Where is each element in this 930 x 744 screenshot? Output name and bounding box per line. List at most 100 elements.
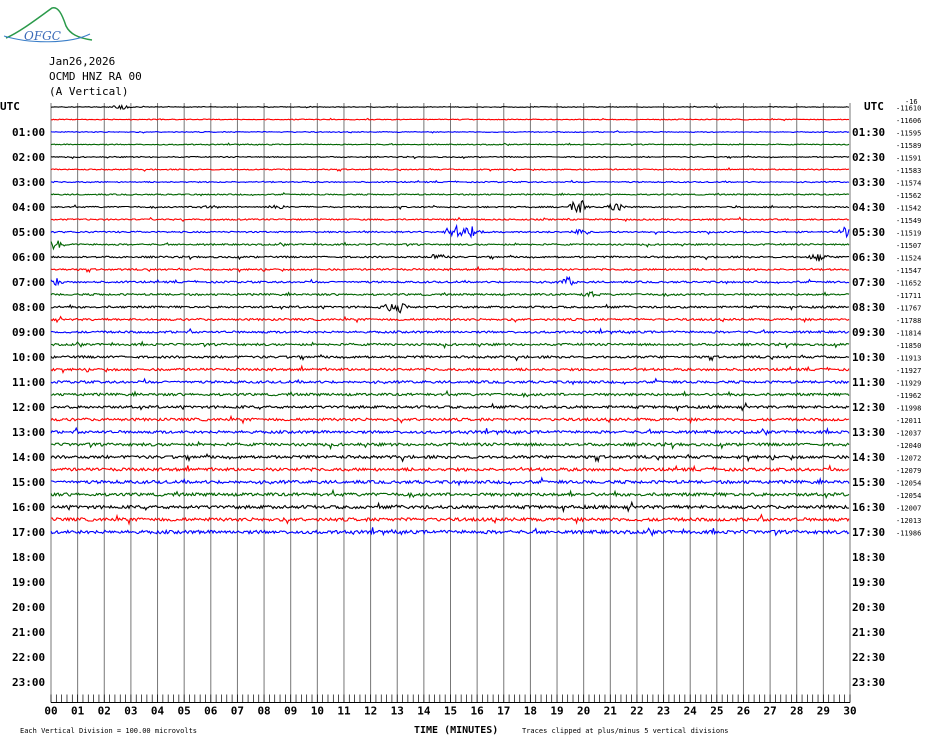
right-time-label: 13:30 [852,426,885,439]
x-tick-label: 19 [550,705,563,718]
left-time-label: 09:00 [12,326,45,339]
left-time-label: 04:00 [12,201,45,214]
trace-offset-label: -12072 [896,455,921,463]
trace-offset-label: -11610 [896,105,921,113]
right-time-label: 10:30 [852,351,885,364]
left-time-label: 16:00 [12,501,45,514]
right-time-label: 07:30 [852,276,885,289]
right-time-label: 11:30 [852,376,885,389]
logo-mountain-icon [5,6,93,41]
left-time-labels: 01:00 02:00 03:00 04:00 05:00 06:00 07:00 08:00… [12,126,45,689]
x-tick-label: 16 [471,705,485,718]
left-time-label: 05:00 [12,226,45,239]
trace-offset-label: -12007 [896,505,921,513]
trace-offset-label: -12013 [896,517,921,525]
left-time-label: 02:00 [12,151,45,164]
trace-offset-label: -11574 [896,180,921,188]
right-time-label: 01:30 [852,126,885,139]
x-tick-label: 02 [98,705,111,718]
trace-group [50,103,850,538]
seismic-trace [50,303,850,314]
seismic-trace [50,166,850,172]
seismic-trace [50,265,850,274]
left-time-label: 10:00 [12,351,45,364]
seismic-trace [51,179,850,184]
trace-offset-label: -11767 [896,305,921,313]
x-tick-label: 03 [124,705,137,718]
x-tick-label: 23 [657,705,670,718]
trace-offset-label: -11547 [896,267,921,275]
seismic-trace [50,440,850,451]
left-time-label: 13:00 [12,426,45,439]
trace-offset-label: -11962 [896,392,921,400]
trace-offset-label: -12054 [896,480,921,488]
x-tick-label: 12 [364,705,377,718]
x-tick-label: 05 [178,705,191,718]
x-tick-label: 09 [284,705,297,718]
seismic-trace [50,275,850,287]
left-time-label: 17:00 [12,526,45,539]
right-time-label: 05:30 [852,226,885,239]
seismic-trace [50,155,850,160]
left-time-label: 22:00 [12,651,45,664]
right-time-label: 02:30 [852,151,885,164]
seismic-trace [50,117,850,122]
offset-labels: -11610 -11606 -11595 -11589 -11591 -11583 -115… [896,105,921,538]
left-time-label: 23:00 [12,676,45,689]
x-tick-label: 26 [737,705,751,718]
right-time-label: 15:30 [852,476,885,489]
trace-offset-label: -11589 [896,142,921,150]
seismic-trace [50,426,850,437]
trace-offset-label: -11814 [896,330,921,338]
seismic-trace [50,364,850,374]
x-axis: 00 01 02 03 04 05 06 07 08 09 10 11 12 13 14 15 16 17 18 19… [44,694,857,718]
x-tick-label: 29 [817,705,830,718]
x-tick-label: 28 [790,705,803,718]
right-time-label: 03:30 [852,176,885,189]
right-time-labels: 01:30 02:30 03:30 04:30 05:30 06:30 07:30 08:30… [852,126,885,689]
seismic-trace [50,192,850,197]
trace-offset-label: -11507 [896,242,921,250]
left-time-label: 06:00 [12,251,45,264]
trace-offset-label: -12011 [896,417,921,425]
trace-offset-label: -12054 [896,492,921,500]
right-time-label: 22:30 [852,651,885,664]
left-time-label: 15:00 [12,476,45,489]
seismic-trace [50,377,850,386]
seismic-trace [50,513,850,526]
left-time-label: 11:00 [12,376,45,389]
trace-offset-label: -11929 [896,380,921,388]
x-tick-label: 14 [417,705,431,718]
seismic-trace [50,500,850,514]
seismic-trace [50,527,850,538]
seismic-trace [50,199,850,214]
plot-grid [50,103,851,703]
trace-offset-label: -11913 [896,355,921,363]
seismic-trace [50,488,850,499]
x-tick-label: 15 [444,705,457,718]
trace-offset-label: -12040 [896,442,921,450]
trace-offset-label: -11591 [896,155,921,163]
right-time-label: 06:30 [852,251,885,264]
seismic-trace [50,223,850,239]
x-tick-label: 30 [843,705,856,718]
seismic-trace [50,340,850,350]
chart-station: OCMD HNZ RA 00 [49,70,142,83]
seismic-trace [50,327,850,335]
seismic-trace [50,142,850,147]
x-tick-label: 11 [337,705,351,718]
right-top-label: -16 [905,98,918,106]
logo-text: OFGC [24,29,61,43]
trace-offset-label: -11583 [896,167,921,175]
left-time-label: 18:00 [12,551,45,564]
right-time-label: 14:30 [852,451,885,464]
trace-offset-label: -11606 [896,117,921,125]
seismic-trace [50,353,850,362]
trace-offset-label: -11595 [896,130,921,138]
trace-offset-label: -11927 [896,367,921,375]
x-tick-label: 00 [44,705,57,718]
trace-offset-label: -11652 [896,280,921,288]
x-tick-label: 22 [630,705,643,718]
trace-offset-label: -11711 [896,292,921,300]
